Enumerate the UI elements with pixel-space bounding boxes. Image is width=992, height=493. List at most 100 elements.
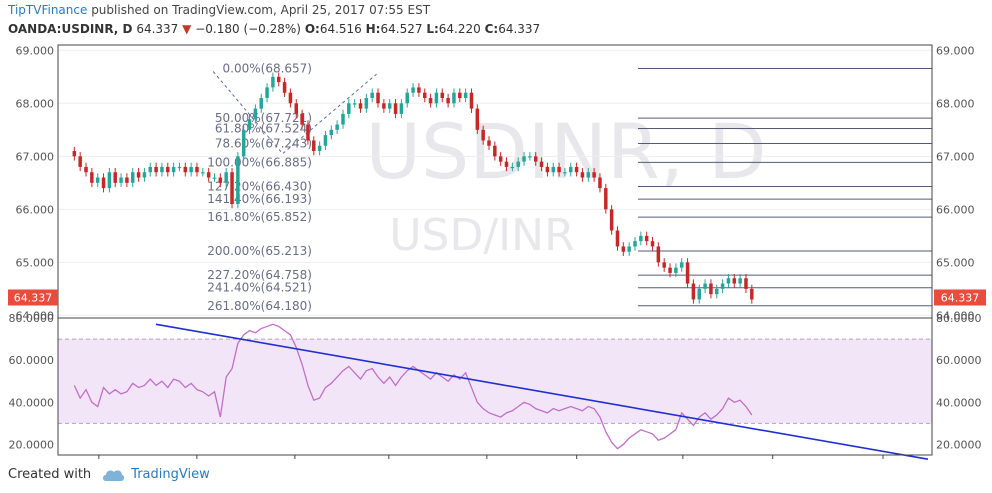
y-tick-label-left: 67.000 [16,150,55,163]
tradingview-cloud-icon [103,469,125,481]
candle-body [329,129,334,136]
candle-body [160,166,164,173]
y-tick-label-left: 66.000 [16,203,55,216]
price-tags: 64.337 64.337 [8,289,986,306]
candle-body [574,166,579,173]
chart-area[interactable]: USDINR, D USD/INR 0.00%(68.657) 50.00%(67… [0,0,992,462]
candle-body [171,166,176,173]
x-tick-label: Dec [284,460,305,462]
candle-body [364,98,369,109]
candle-body [732,278,737,284]
footer: Created with TradingView [8,467,210,482]
price-grid [58,49,932,316]
candle-body [428,98,433,104]
rsi-line [73,323,753,450]
candle-body [644,235,649,242]
candle-body [405,92,409,104]
candle-body [206,172,211,178]
candle-body [452,92,456,104]
candle-body [335,124,339,130]
x-tick-label: Jun [873,460,891,462]
candle-body [183,166,188,173]
candle-body [387,103,392,109]
current-price: 64.337 [136,22,179,36]
candle-body [148,166,153,173]
candle-body [522,156,526,162]
candle-body [633,241,637,247]
candle-body [113,172,117,183]
fib-level-label: 261.80%(64.180) [207,299,312,313]
candle-body [621,246,626,252]
candle-body [177,166,182,169]
y-tick-label-left: 64.000 [16,309,55,322]
candle-body [475,108,480,130]
chart-frame [57,44,933,456]
candle-body [487,140,491,146]
candle-body [656,246,661,263]
candle-body [276,76,281,83]
candle-body [317,145,322,152]
rsi-trendline[interactable] [155,323,929,461]
open-label: O: [304,22,320,36]
candle-body [136,172,141,178]
candle-body [78,156,82,167]
y-tick-label-right: 67.000 [936,150,975,163]
rsi-tick-label-right: 60.0000 [936,354,982,367]
candle-body [604,188,608,210]
candle-body [282,82,287,93]
x-tick-label: Apr [673,460,693,462]
candle-body [463,92,468,99]
candle-body [662,262,666,268]
candle-body [195,166,199,173]
price-change: −0.180 (−0.28%) [195,22,301,36]
fib-level-label: 61.80%(67.524) [215,122,312,136]
author-link[interactable]: TipTVFinance [8,3,88,17]
y-axis-right: 64.000 65.000 66.000 67.000 68.000 69.000 20.0… [936,44,982,451]
rsi-indicator [73,323,753,450]
candle-body [709,283,713,295]
candle-body [469,92,474,109]
candle-body [352,103,357,105]
candle-body [247,119,252,130]
candle-body [154,166,158,173]
x-tick-label: May [761,460,784,462]
last-price-tag-left-bg [8,289,58,306]
candle-body [498,156,503,162]
candle-body [744,278,748,289]
fib-level-label: 0.00%(68.657) [223,61,312,75]
tradingview-link[interactable]: TradingView [131,467,210,482]
candle-body [650,241,655,247]
low-value: 64.220 [438,22,481,36]
rsi-trendline-line [155,323,929,461]
candle-body [125,177,129,183]
symbol-name[interactable]: OANDA:USDINR, D [8,22,133,36]
candle-body [107,172,112,189]
candle-body [434,92,439,104]
candle-body [212,177,217,179]
created-with-text: Created with [8,467,92,482]
x-axis: Oct Nov Dec 2017 Feb Mar Apr May Jun [89,455,892,462]
candle-body [236,156,240,205]
low-label: L: [426,22,439,36]
x-tick-label: Mar [566,460,587,462]
high-value: 64.527 [380,22,423,36]
candle-body [411,87,415,93]
candle-body [376,92,380,104]
candle-body [423,92,427,99]
candle-body [493,145,497,157]
y-tick-label-right: 66.000 [936,203,975,216]
candlestick-series [72,72,754,304]
candle-body [539,161,544,167]
open-value: 64.516 [319,22,362,36]
candle-body [218,177,223,183]
candle-body [253,108,258,120]
rsi-tick-label-right: 80.0000 [936,312,982,325]
rsi-band-fill [58,339,932,424]
close-label: C: [484,22,499,36]
candle-body [533,156,538,162]
last-price-tag-right-bg [934,289,986,306]
candle-body [703,283,707,289]
candle-body [674,267,678,273]
candle-body [738,278,742,284]
rsi-tick-label-left: 60.0000 [9,354,55,367]
